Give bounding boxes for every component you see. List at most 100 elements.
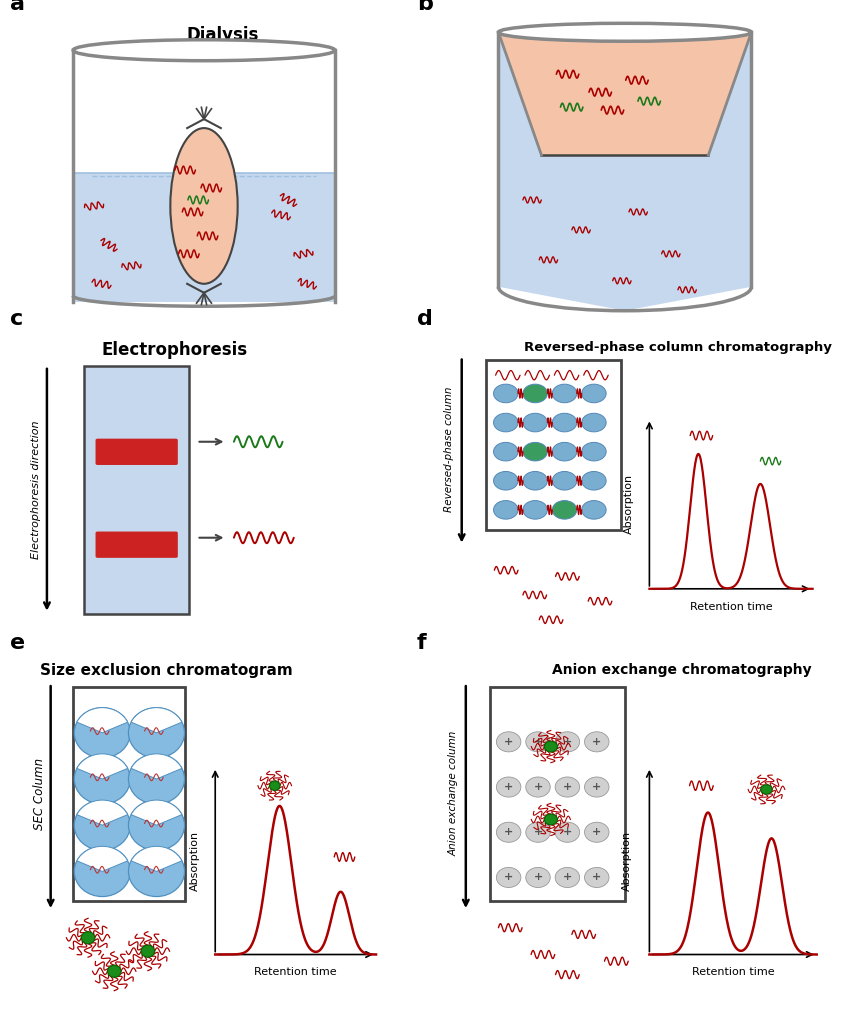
- Wedge shape: [76, 847, 128, 872]
- Text: +: +: [592, 737, 602, 747]
- Text: +: +: [563, 873, 572, 882]
- Circle shape: [74, 800, 130, 851]
- Circle shape: [523, 472, 547, 490]
- Text: e: e: [9, 633, 25, 653]
- Circle shape: [523, 443, 547, 461]
- Circle shape: [128, 754, 184, 804]
- Circle shape: [526, 822, 550, 842]
- Ellipse shape: [498, 23, 751, 42]
- Text: +: +: [504, 737, 513, 747]
- Text: Electrophoresis: Electrophoresis: [101, 341, 247, 359]
- Text: f: f: [416, 633, 427, 653]
- Text: Retention time: Retention time: [689, 603, 773, 612]
- Text: +: +: [534, 737, 542, 747]
- Text: SEC Column: SEC Column: [33, 757, 46, 830]
- Ellipse shape: [73, 40, 335, 61]
- Circle shape: [128, 847, 184, 896]
- Circle shape: [555, 822, 580, 842]
- Circle shape: [494, 500, 518, 519]
- Circle shape: [494, 443, 518, 461]
- Text: +: +: [504, 827, 513, 837]
- Circle shape: [494, 413, 518, 431]
- Circle shape: [496, 777, 521, 797]
- Circle shape: [581, 500, 606, 519]
- Circle shape: [552, 472, 577, 490]
- Text: +: +: [592, 827, 602, 837]
- Circle shape: [585, 732, 609, 752]
- Text: Electrophoresis direction: Electrophoresis direction: [31, 420, 41, 559]
- Circle shape: [82, 932, 95, 944]
- Circle shape: [544, 741, 558, 752]
- Text: Absorption: Absorption: [624, 474, 634, 534]
- Circle shape: [269, 781, 280, 791]
- FancyBboxPatch shape: [486, 359, 620, 530]
- Text: Reversed-phase column: Reversed-phase column: [445, 387, 455, 513]
- Circle shape: [585, 822, 609, 842]
- Wedge shape: [76, 800, 128, 825]
- Text: Dialysis: Dialysis: [186, 26, 259, 45]
- Polygon shape: [498, 32, 751, 311]
- Wedge shape: [131, 754, 182, 779]
- Circle shape: [74, 754, 130, 804]
- Circle shape: [552, 500, 577, 519]
- FancyBboxPatch shape: [84, 366, 189, 613]
- Text: +: +: [563, 737, 572, 747]
- Text: +: +: [534, 827, 542, 837]
- Polygon shape: [498, 32, 751, 155]
- Circle shape: [581, 384, 606, 403]
- Polygon shape: [73, 173, 335, 301]
- Ellipse shape: [170, 128, 238, 284]
- Circle shape: [496, 822, 521, 842]
- Text: Reversed-phase column chromatography: Reversed-phase column chromatography: [524, 341, 832, 354]
- Circle shape: [552, 384, 577, 403]
- Circle shape: [581, 443, 606, 461]
- Circle shape: [494, 472, 518, 490]
- Text: Ultrafiltration: Ultrafiltration: [585, 26, 714, 45]
- Circle shape: [526, 868, 550, 887]
- FancyBboxPatch shape: [73, 686, 185, 901]
- Wedge shape: [131, 847, 182, 872]
- FancyBboxPatch shape: [490, 686, 625, 901]
- Text: Retention time: Retention time: [254, 966, 337, 976]
- FancyBboxPatch shape: [95, 532, 178, 558]
- Text: +: +: [534, 873, 542, 882]
- Text: Absorption: Absorption: [622, 830, 632, 891]
- Circle shape: [494, 384, 518, 403]
- Circle shape: [74, 707, 130, 758]
- Text: c: c: [9, 309, 23, 329]
- Circle shape: [523, 500, 547, 519]
- Text: +: +: [592, 873, 602, 882]
- Text: +: +: [504, 782, 513, 792]
- Text: Absorption: Absorption: [190, 830, 200, 891]
- Text: Anion exchange chromatography: Anion exchange chromatography: [552, 663, 812, 677]
- Circle shape: [128, 800, 184, 851]
- Circle shape: [496, 732, 521, 752]
- Circle shape: [523, 413, 547, 431]
- Text: Anion exchange column: Anion exchange column: [449, 731, 458, 857]
- Circle shape: [74, 847, 130, 896]
- Circle shape: [526, 777, 550, 797]
- Circle shape: [581, 472, 606, 490]
- Wedge shape: [131, 707, 182, 733]
- Text: +: +: [563, 782, 572, 792]
- Circle shape: [761, 785, 772, 794]
- Circle shape: [141, 945, 155, 957]
- Circle shape: [585, 777, 609, 797]
- Circle shape: [128, 707, 184, 758]
- Circle shape: [552, 443, 577, 461]
- Text: +: +: [592, 782, 602, 792]
- Circle shape: [523, 384, 547, 403]
- Text: Retention time: Retention time: [692, 966, 774, 976]
- Circle shape: [552, 413, 577, 431]
- Circle shape: [555, 777, 580, 797]
- Circle shape: [581, 413, 606, 431]
- Text: Size exclusion chromatogram: Size exclusion chromatogram: [40, 663, 293, 678]
- Text: +: +: [534, 782, 542, 792]
- Wedge shape: [76, 754, 128, 779]
- Circle shape: [496, 868, 521, 887]
- Wedge shape: [131, 800, 182, 825]
- Text: d: d: [416, 309, 433, 329]
- Circle shape: [526, 732, 550, 752]
- Text: +: +: [504, 873, 513, 882]
- Text: a: a: [9, 0, 25, 14]
